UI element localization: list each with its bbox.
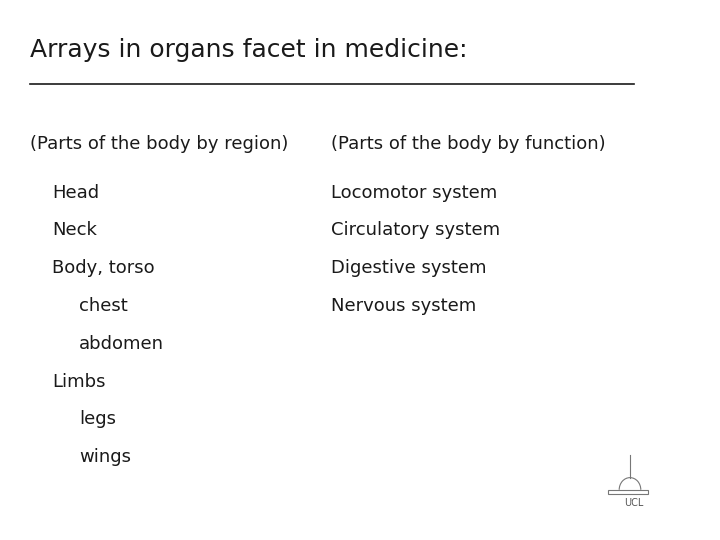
Text: Digestive system: Digestive system [331,259,487,277]
Text: wings: wings [79,448,131,466]
Text: Limbs: Limbs [52,373,105,390]
Text: UCL: UCL [624,497,643,508]
Text: Circulatory system: Circulatory system [331,221,500,239]
Text: Arrays in organs facet in medicine:: Arrays in organs facet in medicine: [30,38,468,62]
Text: chest: chest [79,297,128,315]
Text: Locomotor system: Locomotor system [331,184,498,201]
Text: Neck: Neck [52,221,96,239]
Text: abdomen: abdomen [79,335,164,353]
Bar [608,490,648,494]
Text: Body, torso: Body, torso [52,259,155,277]
Text: Nervous system: Nervous system [331,297,477,315]
Text: Head: Head [52,184,99,201]
Text: legs: legs [79,410,116,428]
Text: (Parts of the body by function): (Parts of the body by function) [331,135,606,153]
Text: (Parts of the body by region): (Parts of the body by region) [30,135,289,153]
